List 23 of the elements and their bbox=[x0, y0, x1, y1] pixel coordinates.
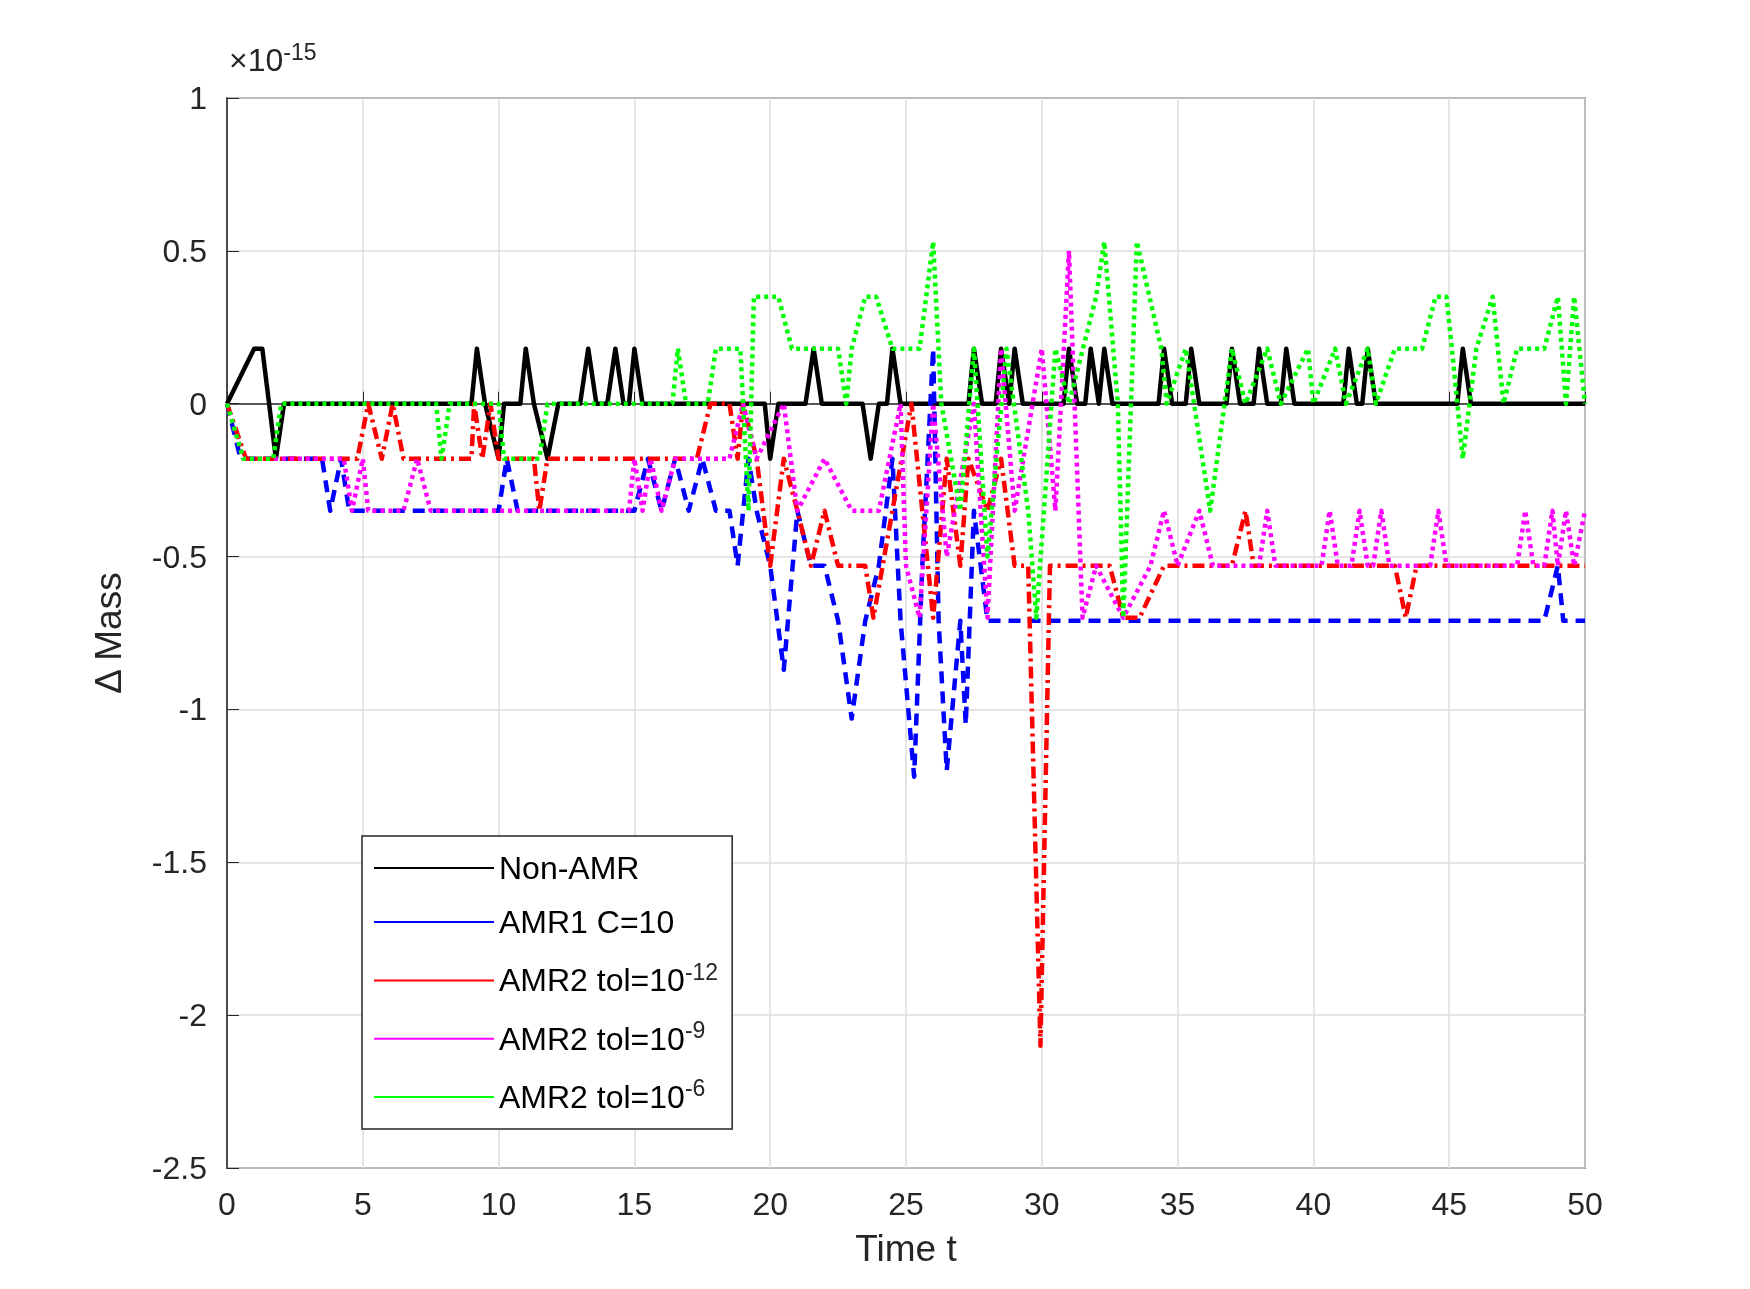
y-tick-label: 0 bbox=[189, 385, 207, 422]
x-tick-label: 35 bbox=[1159, 1186, 1196, 1222]
y-tick-label: 0.5 bbox=[162, 232, 207, 269]
x-tick-label: 25 bbox=[888, 1186, 924, 1222]
x-tick-label: 30 bbox=[1024, 1186, 1060, 1222]
x-tick-label: 0 bbox=[218, 1186, 236, 1222]
x-axis-title: Time t bbox=[855, 1228, 958, 1269]
x-tick-label: 45 bbox=[1431, 1186, 1467, 1222]
x-tick-label: 40 bbox=[1295, 1186, 1332, 1222]
y-tick-label: -1 bbox=[178, 691, 207, 728]
legend-label: AMR1 C=10 bbox=[499, 904, 675, 941]
x-tick-label: 15 bbox=[616, 1186, 653, 1222]
x-tick-label: 10 bbox=[480, 1186, 517, 1222]
y-tick-label: -2.5 bbox=[151, 1150, 207, 1186]
x-tick-label: 20 bbox=[752, 1186, 788, 1222]
y-tick-label: 1 bbox=[189, 80, 207, 116]
x-tick-label: 5 bbox=[353, 1186, 372, 1222]
y-tick-label: -1.5 bbox=[151, 844, 207, 881]
legend-label: Non-AMR bbox=[499, 850, 640, 887]
y-tick-label: -0.5 bbox=[151, 538, 207, 575]
y-tick-label: -2 bbox=[178, 997, 207, 1034]
x-tick-label: 50 bbox=[1567, 1186, 1603, 1222]
y-axis-title: Δ Mass bbox=[88, 572, 129, 694]
